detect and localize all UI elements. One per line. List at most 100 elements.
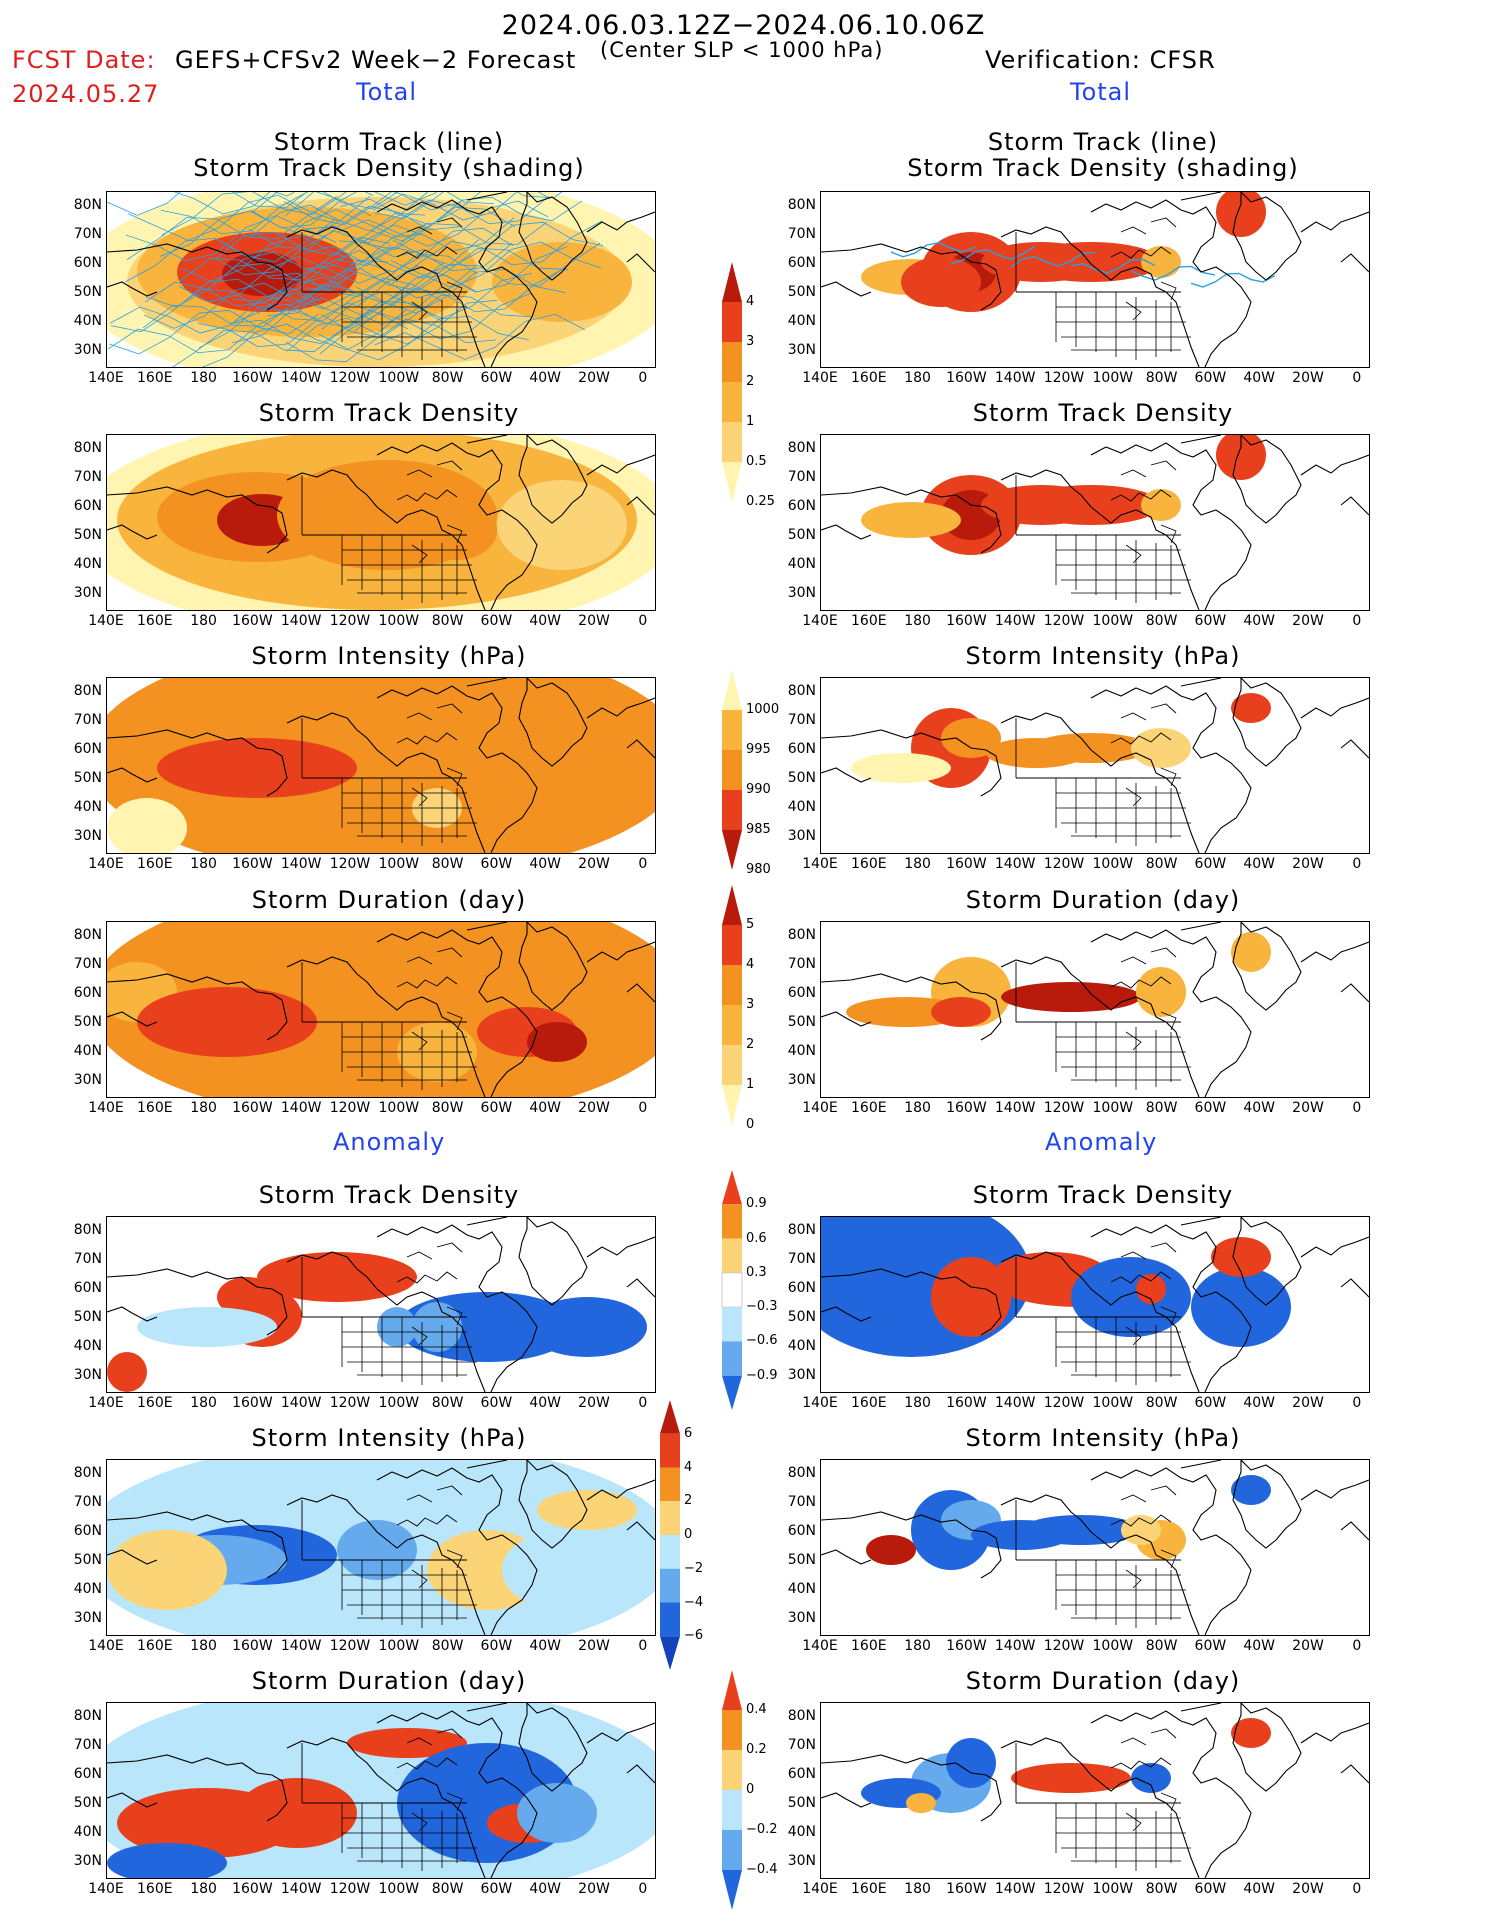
lon-tick-label: 120W [1043, 856, 1085, 872]
colorbar-swatch [722, 710, 742, 750]
colorbar-swatch [722, 262, 742, 302]
lat-tick-label: 40N [787, 1824, 816, 1840]
lon-tick-label: 140E [802, 613, 838, 629]
lon-tick-label: 160W [232, 1100, 273, 1116]
lon-tick-label: 100W [378, 1638, 420, 1654]
anomaly-label-right: Anomaly [1045, 1128, 1158, 1156]
colorbar-swatch [660, 1535, 680, 1569]
title-track-shading-right: Storm Track Density (shading) [907, 154, 1299, 182]
lat-tick-label: 60N [787, 255, 816, 271]
lon-tick-label: 100W [1092, 370, 1134, 386]
colorbar-swatch [722, 885, 742, 925]
lon-tick-label: 180 [190, 1881, 217, 1897]
lon-tick-label: 160E [137, 1100, 173, 1116]
lat-tick-label: 70N [73, 956, 102, 972]
lon-tick-label: 120W [1043, 370, 1085, 386]
title-duration-right: Storm Duration (day) [965, 886, 1241, 914]
colorbar-label: 2 [684, 1493, 693, 1509]
colorbar-swatch [660, 1467, 680, 1502]
colorbar-swatch [722, 1830, 742, 1870]
shaded-region [1216, 192, 1266, 237]
colorbar-total-intensity: 1000 995 990 985 980 [722, 670, 779, 877]
lon-tick-label: 60W [1194, 856, 1227, 872]
lon-tick-label: 140W [280, 370, 322, 386]
lon-tick-label: 100W [1092, 856, 1134, 872]
lon-tick-label: 80W [431, 370, 464, 386]
lon-tick-label: 160W [232, 1395, 273, 1411]
lat-tick-label: 30N [73, 828, 102, 844]
colorbar-label: 0.2 [746, 1742, 767, 1757]
lon-tick-label: 140W [994, 1100, 1036, 1116]
colorbar-swatch [722, 750, 742, 790]
lat-tick-label: 70N [787, 226, 816, 242]
lon-tick-label: 40W [529, 1100, 562, 1116]
colorbar-swatch [722, 1870, 742, 1910]
lat-tick-label: 60N [73, 1766, 102, 1782]
lat-tick-label: 50N [787, 527, 816, 543]
lon-tick-label: 20W [578, 856, 610, 872]
colorbar-swatch [722, 965, 742, 1005]
lon-tick-label: 60W [1194, 1395, 1227, 1411]
lon-tick-label: 20W [578, 1881, 610, 1897]
shaded-region [1231, 932, 1271, 972]
lon-tick-label: 180 [190, 613, 217, 629]
colorbar-anom-density: 0.9 0.6 0.3 −0.3 −0.6 −0.9 [721, 1170, 778, 1414]
lon-tick-label: 160W [946, 1638, 987, 1654]
lat-tick-label: 50N [73, 284, 102, 300]
lat-tick-label: 80N [73, 1222, 102, 1238]
lat-tick-label: 50N [787, 1309, 816, 1325]
lon-tick-label: 180 [190, 1395, 217, 1411]
lon-tick-label: 80W [431, 1638, 464, 1654]
lat-tick-label: 30N [787, 1610, 816, 1626]
lon-tick-label: 60W [1194, 1881, 1227, 1897]
lon-tick-label: 20W [1292, 1395, 1324, 1411]
lat-tick-label: 50N [787, 1795, 816, 1811]
lat-tick-label: 60N [787, 1280, 816, 1296]
shaded-region [107, 1352, 147, 1392]
colorbar-label: −0.3 [746, 1299, 778, 1315]
lon-tick-label: 40W [529, 1881, 562, 1897]
lon-tick-label: 120W [329, 1100, 371, 1116]
colorbar-label: 4 [746, 294, 755, 309]
colorbar-swatch [721, 1272, 743, 1308]
lon-tick-label: 40W [529, 1395, 562, 1411]
lat-tick-label: 80N [73, 440, 102, 456]
colorbar-label: 0.5 [746, 454, 767, 469]
colorbar-swatch [722, 462, 742, 502]
lon-tick-label: 120W [329, 1395, 371, 1411]
lon-tick-label: 160E [851, 1100, 887, 1116]
lon-tick-label: 120W [329, 1638, 371, 1654]
shaded-region [137, 987, 317, 1057]
lon-tick-label: 160W [232, 856, 273, 872]
lon-tick-label: 0 [638, 1100, 648, 1116]
lon-tick-label: 100W [1092, 1100, 1134, 1116]
lon-tick-label: 40W [1243, 1638, 1276, 1654]
colorbar-anom-intensity: 6 4 2 0 −2 −4 −6 [660, 1400, 703, 1674]
lon-tick-label: 100W [378, 613, 420, 629]
lat-tick-label: 40N [787, 313, 816, 329]
lon-tick-label: 160W [946, 613, 987, 629]
colorbar-label: 980 [746, 862, 771, 877]
lat-tick-label: 30N [787, 585, 816, 601]
lon-tick-label: 60W [1194, 1100, 1227, 1116]
lon-tick-label: 160E [851, 856, 887, 872]
lat-tick-label: 70N [73, 469, 102, 485]
colorbar-label: 4 [684, 1459, 693, 1475]
lon-tick-label: 160W [232, 1638, 273, 1654]
lat-tick-label: 30N [787, 1367, 816, 1383]
lon-tick-label: 80W [431, 856, 464, 872]
colorbar-label: 5 [746, 917, 755, 932]
lon-tick-label: 140W [994, 370, 1036, 386]
lat-tick-label: 30N [73, 1610, 102, 1626]
lon-tick-label: 20W [1292, 1100, 1324, 1116]
lon-tick-label: 140E [802, 1881, 838, 1897]
lat-tick-label: 60N [787, 1523, 816, 1539]
lat-tick-label: 60N [73, 741, 102, 757]
lon-tick-label: 40W [1243, 1881, 1276, 1897]
lon-tick-label: 180 [904, 856, 931, 872]
lon-tick-label: 160E [851, 370, 887, 386]
colorbar-swatch [722, 925, 742, 965]
lat-tick-label: 70N [787, 469, 816, 485]
colorbar-swatch [722, 1790, 742, 1830]
lat-tick-label: 80N [73, 197, 102, 213]
